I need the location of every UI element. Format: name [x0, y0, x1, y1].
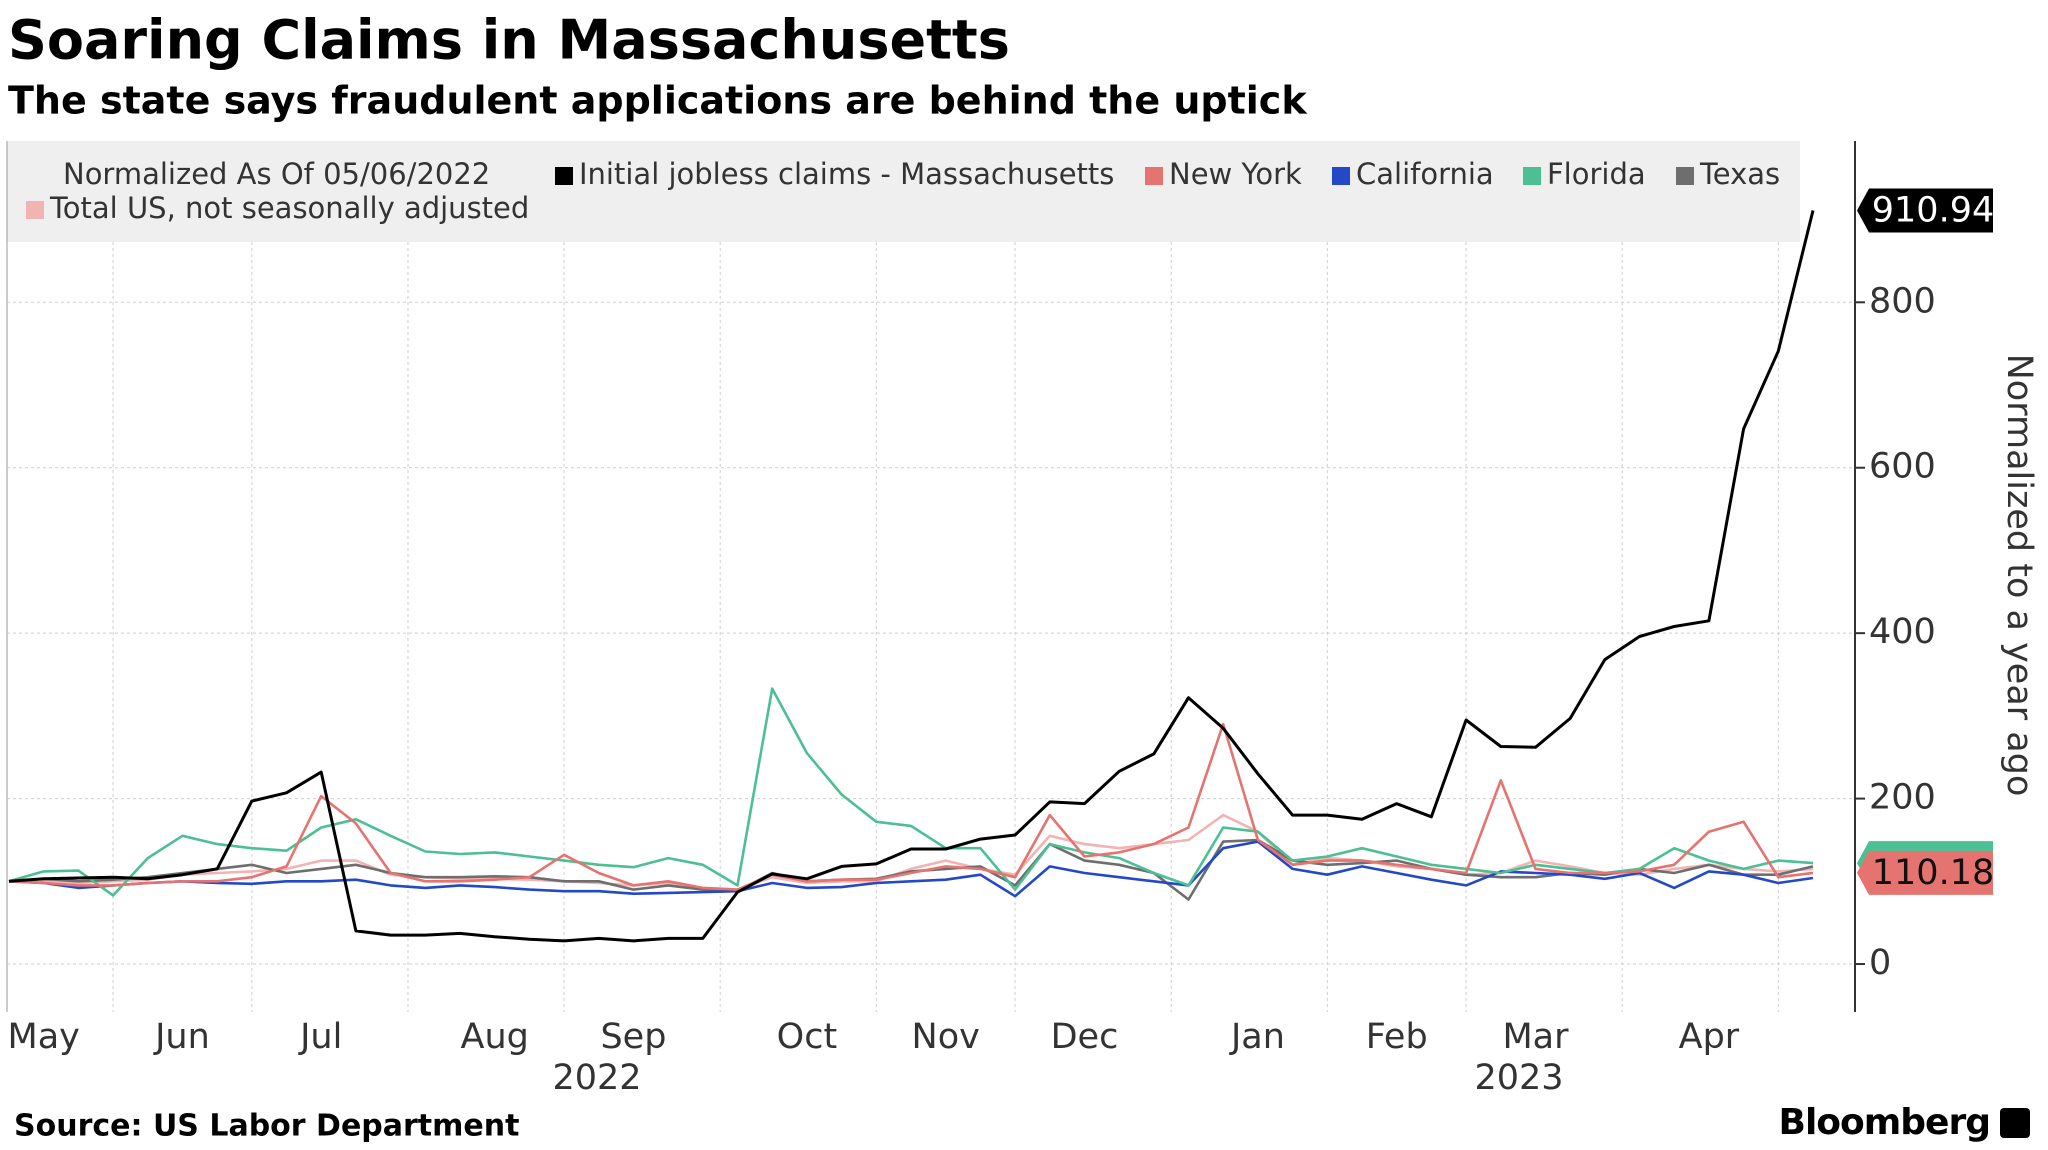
y-tick-label: 0 [1869, 943, 1891, 983]
brand-icon [2000, 1108, 2030, 1138]
legend-label: Initial jobless claims - Massachusetts [579, 157, 1114, 191]
x-year-label: 2023 [1474, 1058, 1563, 1098]
y-tick-label: 600 [1869, 447, 1936, 487]
last-value-label: 910.94 [1872, 191, 1994, 231]
legend-label: Total US, not seasonally adjusted [49, 191, 529, 225]
legend-swatch [1676, 167, 1694, 185]
x-tick-label: Jul [298, 1017, 342, 1057]
series-line [8, 838, 1814, 901]
series-line [9, 813, 1814, 891]
x-year-label: 2022 [552, 1058, 641, 1098]
x-tick-label: Dec [1051, 1017, 1119, 1057]
y-tick-label: 400 [1869, 612, 1936, 652]
chart-subtitle: The state says fraudulent applications a… [8, 79, 1307, 123]
brand: Bloomberg [1779, 1102, 1990, 1143]
chart-title: Soaring Claims in Massachusetts [8, 9, 1010, 72]
series-line [8, 722, 1814, 891]
x-tick-label: Oct [777, 1017, 838, 1057]
legend-swatch [555, 167, 573, 185]
y-tick-label: 200 [1869, 778, 1936, 818]
y-tick-label: 800 [1869, 281, 1936, 321]
x-tick-label: Jun [153, 1017, 210, 1057]
legend-title: Normalized As Of 05/06/2022 [63, 157, 490, 191]
x-tick-label: Aug [461, 1017, 529, 1057]
series-line [8, 687, 1814, 897]
series-line [8, 210, 1815, 943]
x-tick-label: Nov [912, 1017, 980, 1057]
last-value-tag [1857, 850, 1993, 895]
legend-swatch [1145, 167, 1163, 185]
legend-background [7, 141, 1800, 242]
legend-label: Texas [1699, 157, 1780, 191]
last-value-tag [1857, 188, 1993, 233]
legend-swatch [1523, 167, 1541, 185]
source: Source: US Labor Department [14, 1109, 519, 1144]
x-tick-label: Sep [600, 1017, 666, 1057]
x-tick-label: Apr [1679, 1017, 1740, 1057]
legend-label: Florida [1547, 157, 1646, 191]
legend-label: New York [1169, 157, 1302, 191]
x-tick-label: May [8, 1017, 80, 1057]
legend-label: California [1356, 157, 1494, 191]
x-tick-label: Feb [1366, 1017, 1428, 1057]
x-tick-label: Jan [1229, 1017, 1285, 1057]
y-axis-label: Normalized to a year ago [1999, 354, 2039, 797]
legend-swatch [1332, 167, 1350, 185]
series-line [8, 840, 1814, 898]
last-value-label: 110.18 [1872, 853, 1994, 893]
x-tick-label: Mar [1502, 1017, 1569, 1057]
legend-swatch [26, 201, 44, 219]
